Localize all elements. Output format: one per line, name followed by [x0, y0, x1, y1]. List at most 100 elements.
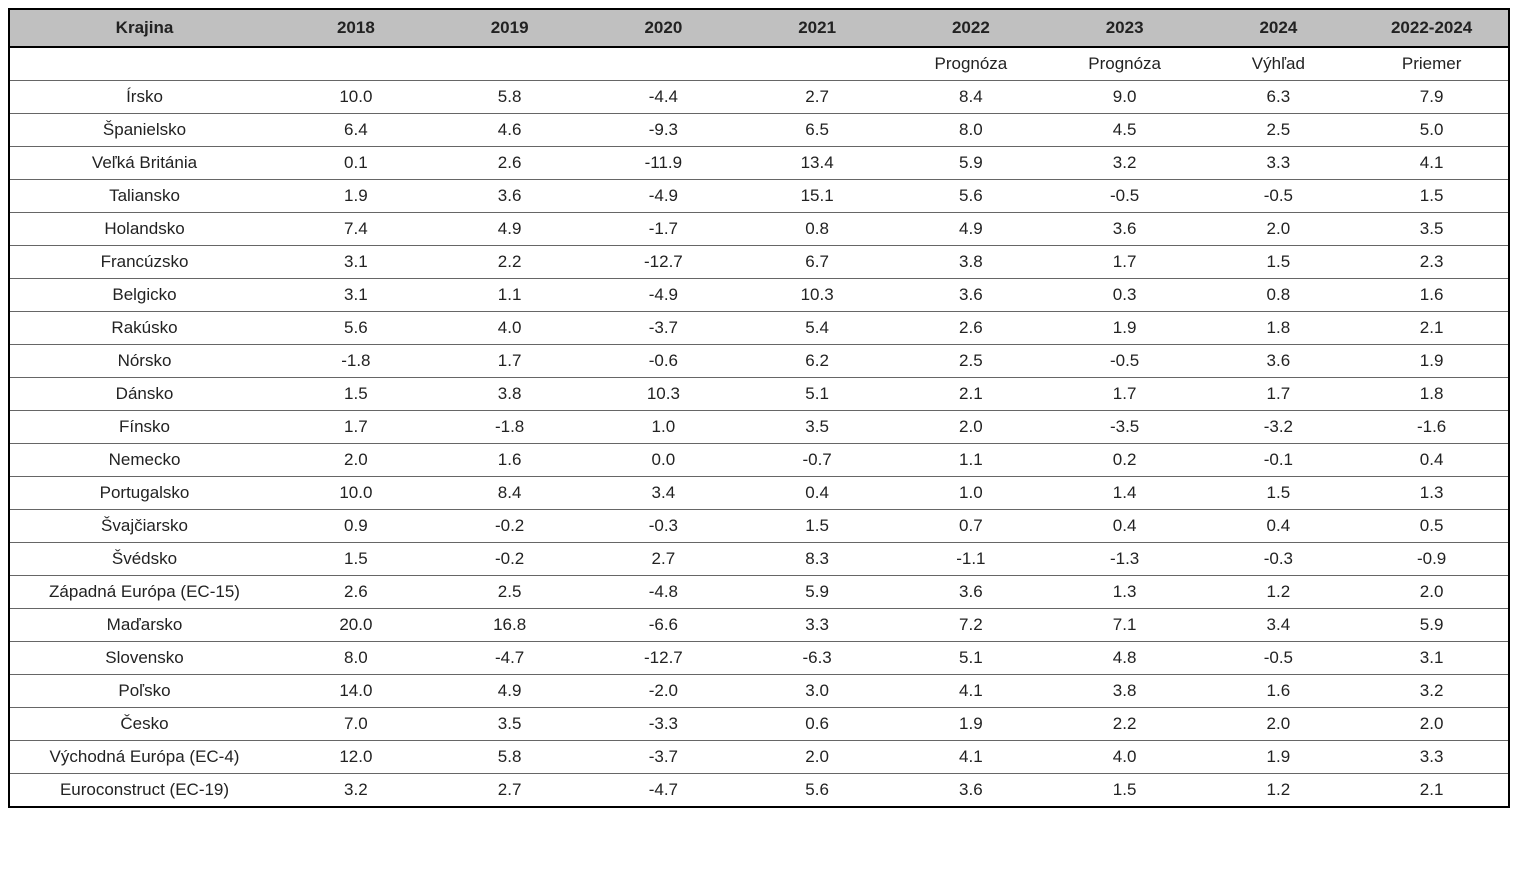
value-cell: 3.2 — [1048, 147, 1202, 180]
value-cell: 0.9 — [279, 510, 433, 543]
value-cell: 1.5 — [279, 543, 433, 576]
value-cell: 1.5 — [1202, 246, 1356, 279]
value-cell: 4.1 — [1355, 147, 1509, 180]
value-cell: -0.5 — [1202, 180, 1356, 213]
value-cell: 5.6 — [279, 312, 433, 345]
value-cell: 5.1 — [740, 378, 894, 411]
value-cell: 3.6 — [894, 774, 1048, 808]
value-cell: 3.8 — [433, 378, 587, 411]
table-row: Taliansko1.93.6-4.915.15.6-0.5-0.51.5 — [9, 180, 1509, 213]
country-cell: Španielsko — [9, 114, 279, 147]
col-2023: 2023 — [1048, 9, 1202, 47]
col-2018: 2018 — [279, 9, 433, 47]
country-cell: Rakúsko — [9, 312, 279, 345]
sub-header-cell: Prognóza — [894, 47, 1048, 81]
value-cell: 3.5 — [433, 708, 587, 741]
value-cell: -6.3 — [740, 642, 894, 675]
table-row: Euroconstruct (EC-19)3.22.7-4.75.63.61.5… — [9, 774, 1509, 808]
value-cell: 8.3 — [740, 543, 894, 576]
country-cell: Nórsko — [9, 345, 279, 378]
value-cell: -11.9 — [587, 147, 741, 180]
country-cell: Česko — [9, 708, 279, 741]
value-cell: 3.8 — [1048, 675, 1202, 708]
country-cell: Východná Európa (EC-4) — [9, 741, 279, 774]
value-cell: 2.0 — [740, 741, 894, 774]
country-cell: Portugalsko — [9, 477, 279, 510]
table-row: Veľká Británia0.12.6-11.913.45.93.23.34.… — [9, 147, 1509, 180]
value-cell: 3.2 — [1355, 675, 1509, 708]
value-cell: 1.2 — [1202, 774, 1356, 808]
value-cell: 7.9 — [1355, 81, 1509, 114]
col-2020: 2020 — [587, 9, 741, 47]
value-cell: 3.3 — [740, 609, 894, 642]
value-cell: 3.4 — [587, 477, 741, 510]
value-cell: 1.4 — [1048, 477, 1202, 510]
country-cell: Írsko — [9, 81, 279, 114]
value-cell: 1.5 — [740, 510, 894, 543]
col-2019: 2019 — [433, 9, 587, 47]
country-cell: Dánsko — [9, 378, 279, 411]
sub-header-cell — [279, 47, 433, 81]
value-cell: 2.1 — [1355, 774, 1509, 808]
value-cell: -6.6 — [587, 609, 741, 642]
value-cell: 7.0 — [279, 708, 433, 741]
table-row: Holandsko7.44.9-1.70.84.93.62.03.5 — [9, 213, 1509, 246]
value-cell: -2.0 — [587, 675, 741, 708]
table-row: Švédsko1.5-0.22.78.3-1.1-1.3-0.3-0.9 — [9, 543, 1509, 576]
col-2024: 2024 — [1202, 9, 1356, 47]
value-cell: 4.9 — [894, 213, 1048, 246]
table-row: Východná Európa (EC-4)12.05.8-3.72.04.14… — [9, 741, 1509, 774]
value-cell: 5.6 — [740, 774, 894, 808]
header-row: Krajina 2018 2019 2020 2021 2022 2023 20… — [9, 9, 1509, 47]
value-cell: -4.7 — [433, 642, 587, 675]
sub-header-cell — [433, 47, 587, 81]
table-row: Rakúsko5.64.0-3.75.42.61.91.82.1 — [9, 312, 1509, 345]
value-cell: 3.6 — [894, 576, 1048, 609]
value-cell: 3.3 — [1202, 147, 1356, 180]
value-cell: -3.5 — [1048, 411, 1202, 444]
value-cell: 1.7 — [1202, 378, 1356, 411]
value-cell: 10.3 — [587, 378, 741, 411]
table-row: Dánsko1.53.810.35.12.11.71.71.8 — [9, 378, 1509, 411]
value-cell: 7.2 — [894, 609, 1048, 642]
value-cell: 3.5 — [740, 411, 894, 444]
value-cell: 2.5 — [1202, 114, 1356, 147]
country-cell: Fínsko — [9, 411, 279, 444]
value-cell: 3.2 — [279, 774, 433, 808]
value-cell: 13.4 — [740, 147, 894, 180]
value-cell: 0.5 — [1355, 510, 1509, 543]
value-cell: 0.8 — [1202, 279, 1356, 312]
value-cell: 6.3 — [1202, 81, 1356, 114]
value-cell: -4.9 — [587, 180, 741, 213]
value-cell: -0.6 — [587, 345, 741, 378]
value-cell: 5.9 — [1355, 609, 1509, 642]
value-cell: 2.0 — [279, 444, 433, 477]
sub-header-cell — [9, 47, 279, 81]
value-cell: 1.1 — [433, 279, 587, 312]
value-cell: -1.1 — [894, 543, 1048, 576]
value-cell: -0.3 — [587, 510, 741, 543]
country-cell: Švédsko — [9, 543, 279, 576]
value-cell: 2.1 — [1355, 312, 1509, 345]
value-cell: 1.8 — [1202, 312, 1356, 345]
value-cell: 3.6 — [1202, 345, 1356, 378]
col-country: Krajina — [9, 9, 279, 47]
table-row: Poľsko14.04.9-2.03.04.13.81.63.2 — [9, 675, 1509, 708]
col-2021: 2021 — [740, 9, 894, 47]
value-cell: 1.9 — [1048, 312, 1202, 345]
value-cell: 0.6 — [740, 708, 894, 741]
value-cell: 0.4 — [1202, 510, 1356, 543]
value-cell: -0.5 — [1048, 345, 1202, 378]
value-cell: 2.1 — [894, 378, 1048, 411]
value-cell: -0.5 — [1048, 180, 1202, 213]
value-cell: 8.0 — [279, 642, 433, 675]
value-cell: 6.7 — [740, 246, 894, 279]
value-cell: 1.5 — [1048, 774, 1202, 808]
value-cell: -1.7 — [587, 213, 741, 246]
value-cell: 0.7 — [894, 510, 1048, 543]
sub-header-cell — [587, 47, 741, 81]
value-cell: 1.0 — [587, 411, 741, 444]
value-cell: -4.8 — [587, 576, 741, 609]
value-cell: 1.3 — [1355, 477, 1509, 510]
value-cell: 1.2 — [1202, 576, 1356, 609]
